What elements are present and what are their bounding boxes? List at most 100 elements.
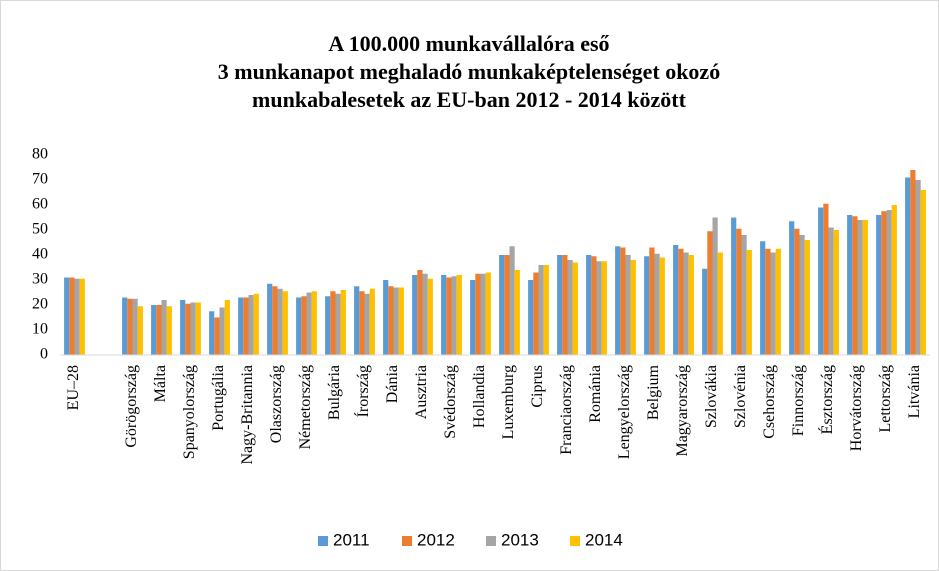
bar — [717, 252, 723, 355]
bar — [659, 257, 665, 355]
bar — [69, 277, 75, 355]
bar — [161, 300, 167, 355]
bar — [818, 207, 824, 355]
bar — [876, 215, 882, 355]
bar — [731, 217, 737, 355]
x-tick-label: Nagy-Britannia — [239, 365, 256, 465]
bar — [586, 255, 592, 355]
bar — [195, 302, 201, 355]
legend-swatch — [570, 536, 580, 546]
bar — [340, 290, 346, 355]
bar — [127, 298, 133, 355]
bar — [282, 291, 288, 355]
bar — [132, 298, 138, 355]
bar — [166, 306, 172, 355]
bar — [398, 287, 404, 355]
bar — [804, 240, 810, 355]
bar — [794, 228, 800, 355]
bar — [828, 227, 834, 355]
bar — [654, 253, 660, 355]
bar — [702, 268, 708, 355]
bar — [330, 291, 336, 355]
bar — [741, 235, 747, 355]
bar — [267, 283, 273, 355]
bar — [649, 247, 655, 355]
bar — [335, 293, 341, 355]
x-tick-label: Svédország — [442, 365, 459, 439]
bar — [591, 256, 597, 355]
x-tick-label: Litvánia — [906, 365, 923, 418]
bar — [644, 256, 650, 355]
bar — [557, 255, 563, 355]
legend-swatch — [486, 536, 496, 546]
bar — [277, 288, 283, 355]
x-tick-label: Lengyelország — [616, 365, 633, 459]
bar — [712, 217, 718, 355]
y-tick-label: 0 — [40, 346, 48, 363]
bar — [272, 286, 278, 355]
x-tick-label: Dánia — [384, 365, 401, 403]
bar — [673, 245, 679, 355]
y-tick-label: 30 — [32, 271, 48, 288]
x-tick-label: Görögország — [123, 365, 140, 448]
x-tick-label: Hollandia — [471, 365, 488, 428]
legend-swatch — [402, 536, 412, 546]
x-tick-label: Spanyolország — [181, 365, 198, 459]
bar — [388, 286, 394, 355]
bar — [480, 273, 486, 355]
bar — [833, 230, 839, 355]
bar — [601, 261, 607, 355]
bar — [412, 275, 418, 355]
x-tick-label: Ciprus — [529, 365, 546, 408]
legend-label: 2014 — [585, 530, 623, 549]
bar — [185, 303, 191, 355]
bar — [567, 260, 573, 355]
x-tick-label: Olaszország — [268, 365, 285, 443]
bar — [891, 205, 897, 355]
y-tick-label: 60 — [32, 196, 48, 213]
bar — [760, 241, 766, 355]
bar — [630, 260, 636, 355]
bar — [746, 250, 752, 355]
bar — [354, 286, 360, 355]
x-tick-label: Szlovákia — [703, 365, 720, 428]
x-tick-label: Horvátország — [848, 365, 865, 451]
bar — [456, 275, 462, 355]
bar — [596, 261, 602, 355]
bar — [533, 272, 539, 355]
y-tick-label: 80 — [32, 146, 48, 163]
bar — [920, 190, 926, 355]
bar — [538, 265, 544, 355]
bar — [359, 291, 365, 355]
bar — [615, 246, 621, 355]
x-tick-label: Bulgária — [326, 365, 343, 420]
bar — [625, 255, 631, 355]
x-tick-label: Észtország — [817, 365, 836, 434]
legend-label: 2011 — [333, 530, 370, 549]
y-tick-label: 40 — [32, 246, 48, 263]
x-tick-label: Írország — [353, 365, 372, 417]
bar — [301, 296, 307, 355]
x-tick-label: Románia — [587, 365, 604, 423]
bar — [688, 255, 694, 355]
x-tick-label: Magyarország — [674, 365, 691, 457]
bar — [64, 277, 70, 355]
bar — [857, 220, 863, 355]
bar — [214, 317, 220, 355]
x-tick-label: Finnország — [790, 365, 807, 436]
bar — [369, 288, 375, 355]
bar — [799, 235, 805, 355]
bar — [509, 246, 515, 355]
bar — [514, 270, 520, 355]
bar — [451, 276, 457, 355]
x-tick-label: Málta — [152, 365, 169, 402]
bar — [180, 300, 186, 355]
bar — [156, 305, 162, 355]
bar — [562, 255, 568, 355]
bar — [248, 295, 254, 355]
bar — [151, 305, 157, 355]
bar — [881, 211, 887, 355]
bar — [325, 296, 331, 355]
